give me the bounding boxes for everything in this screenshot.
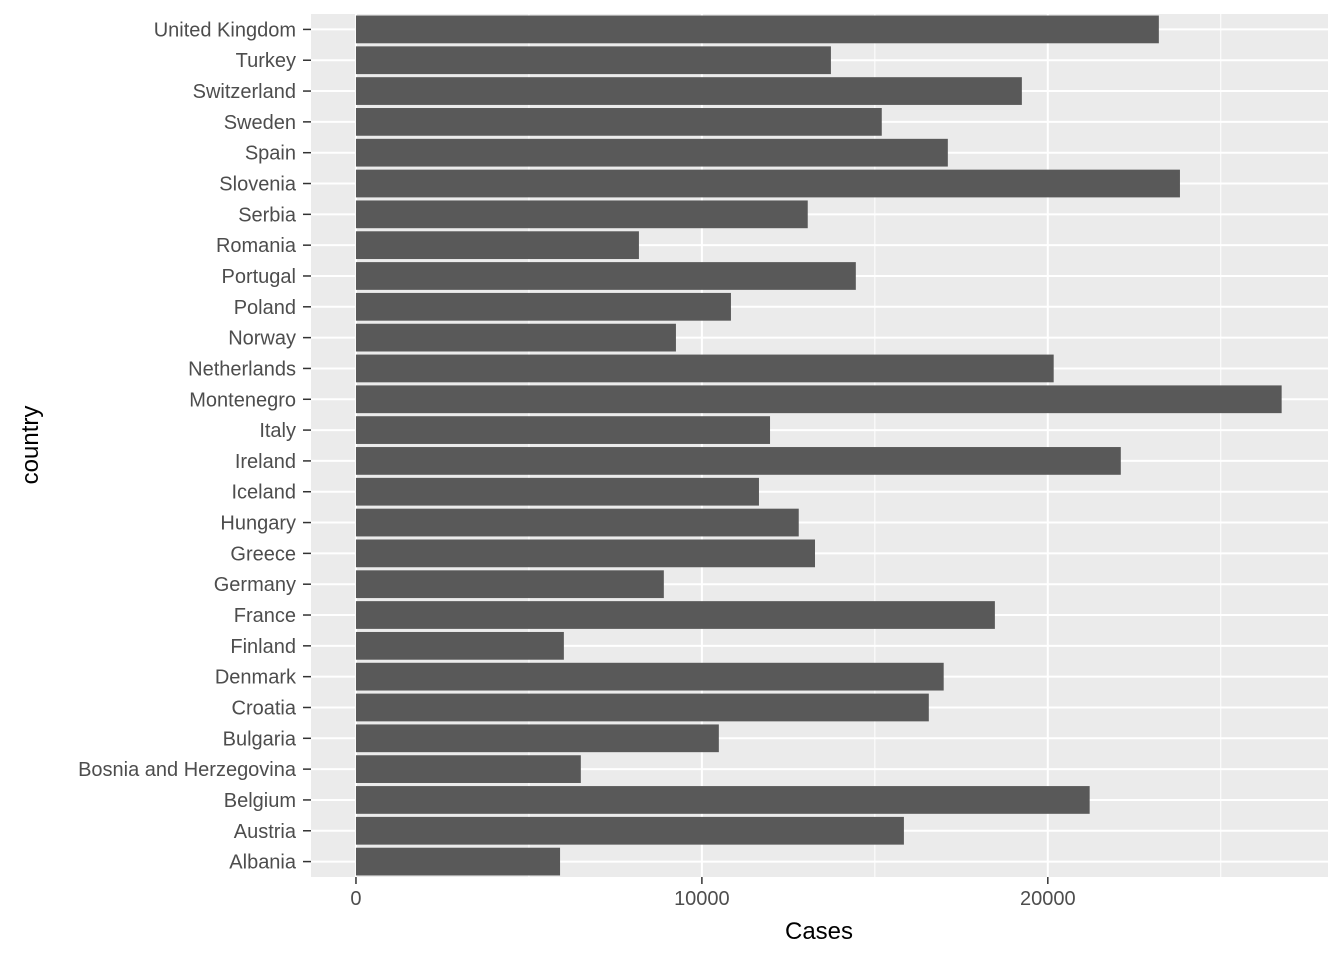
y-tick-label: Portugal (222, 266, 297, 288)
y-tick-label: Belgium (224, 790, 296, 812)
y-tick-label: Hungary (220, 513, 296, 535)
y-tick-label: Denmark (215, 667, 297, 689)
x-tick-label: 0 (350, 888, 361, 910)
bar (355, 15, 1159, 44)
y-axis: Albania Austria Belgium Bosnia and Herzegov… (78, 19, 311, 874)
bar (355, 169, 1180, 198)
bar (355, 416, 771, 444)
y-tick-label: Albania (229, 852, 297, 874)
x-axis: 0 10000 20000 (350, 877, 1076, 910)
bar (355, 724, 719, 753)
bar (355, 693, 929, 722)
bar (355, 354, 1054, 383)
x-axis-title: Cases (785, 918, 853, 945)
bar (355, 631, 564, 660)
y-tick-label: Bulgaria (223, 728, 297, 750)
y-tick-label: Slovenia (219, 174, 297, 196)
y-tick-label: Switzerland (193, 81, 296, 103)
bar (355, 138, 948, 167)
y-axis-title: country (17, 406, 44, 485)
bar (355, 231, 639, 260)
bar (355, 477, 759, 506)
bar (355, 508, 799, 537)
y-tick-label: Austria (234, 821, 297, 843)
y-tick-label: Germany (214, 574, 296, 596)
bar (355, 662, 944, 691)
bar (355, 46, 831, 75)
y-tick-label: Sweden (224, 112, 296, 134)
y-tick-label: Greece (230, 543, 296, 565)
bar (355, 539, 816, 568)
y-tick-label: United Kingdom (154, 19, 296, 41)
bar (355, 601, 995, 629)
bar (355, 816, 904, 845)
y-tick-label: Iceland (232, 482, 297, 504)
y-tick-label: France (234, 605, 296, 627)
bar (355, 847, 561, 876)
bar (355, 786, 1090, 814)
y-tick-label: Turkey (236, 50, 296, 72)
y-tick-label: Ireland (235, 451, 296, 473)
bar (355, 108, 882, 136)
y-tick-label: Norway (228, 328, 296, 350)
y-tick-label: Poland (234, 297, 296, 319)
bars (355, 15, 1282, 876)
bar (355, 755, 581, 783)
x-tick-label: 10000 (674, 888, 730, 910)
bar (355, 447, 1121, 475)
bar (355, 262, 856, 290)
y-tick-label: Serbia (238, 204, 297, 226)
y-tick-label: Croatia (232, 697, 297, 719)
bar (355, 77, 1022, 105)
y-tick-label: Montenegro (189, 389, 296, 411)
bar (355, 200, 808, 229)
bar (355, 385, 1282, 414)
y-tick-label: Italy (259, 420, 296, 442)
y-tick-label: Spain (245, 143, 296, 165)
bar (355, 323, 676, 352)
bar (355, 292, 731, 321)
bar (355, 570, 664, 599)
y-tick-label: Bosnia and Herzegovina (78, 759, 297, 781)
y-tick-label: Romania (216, 235, 297, 257)
y-tick-label: Netherlands (188, 358, 296, 380)
x-tick-label: 20000 (1020, 888, 1076, 910)
y-tick-label: Finland (230, 636, 296, 658)
